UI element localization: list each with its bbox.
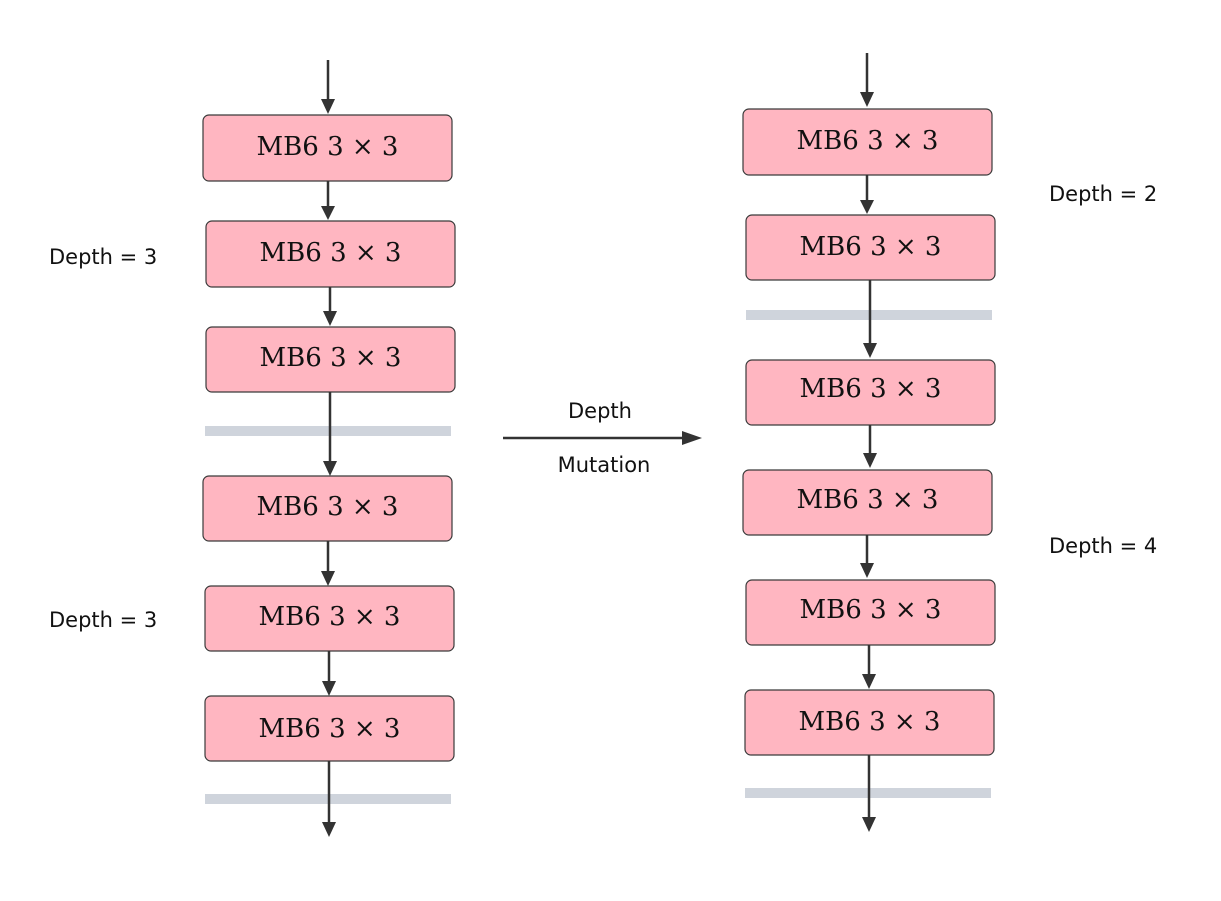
left-arrow-4	[321, 541, 335, 586]
left-column: MB6 3 × 3 MB6 3 × 3 MB6 3 × 3	[49, 60, 456, 837]
right-depth-label-2: Depth = 4	[1049, 534, 1157, 558]
left-depth-label-1: Depth = 3	[49, 245, 157, 269]
right-block-2: MB6 3 × 3	[745, 214, 996, 281]
right-output-arrow	[862, 755, 876, 832]
right-block-2-label: MB6 3 × 3	[800, 232, 942, 262]
left-output-arrow	[322, 761, 336, 837]
right-arrow-3	[863, 425, 877, 468]
left-block-6: MB6 3 × 3	[204, 695, 455, 762]
right-block-1: MB6 3 × 3	[742, 108, 993, 176]
right-arrow-1	[860, 175, 874, 214]
right-block-3-label: MB6 3 × 3	[800, 374, 942, 404]
left-block-1-label: MB6 3 × 3	[257, 132, 399, 162]
left-stage-separator-1	[205, 426, 451, 436]
left-block-1: MB6 3 × 3	[202, 114, 453, 182]
left-block-3-label: MB6 3 × 3	[260, 343, 402, 373]
right-block-3: MB6 3 × 3	[745, 359, 996, 426]
right-arrow-2	[863, 280, 877, 358]
right-arrow-4	[860, 535, 874, 578]
left-arrow-1	[321, 181, 335, 220]
left-block-4: MB6 3 × 3	[202, 475, 453, 542]
right-block-6: MB6 3 × 3	[744, 689, 995, 756]
left-block-4-label: MB6 3 × 3	[257, 492, 399, 522]
left-block-3: MB6 3 × 3	[205, 326, 456, 393]
right-block-4-label: MB6 3 × 3	[797, 485, 939, 515]
right-input-arrow	[860, 53, 874, 107]
left-block-6-label: MB6 3 × 3	[259, 714, 401, 744]
mutation-label-line-2: Mutation	[558, 453, 651, 477]
right-block-5: MB6 3 × 3	[745, 579, 996, 646]
right-block-6-label: MB6 3 × 3	[799, 707, 941, 737]
left-arrow-5	[322, 651, 336, 696]
right-block-1-label: MB6 3 × 3	[797, 126, 939, 156]
mutation-arrow: Depth Mutation	[503, 399, 702, 477]
right-column: MB6 3 × 3 MB6 3 × 3 MB6 3 × 3	[742, 53, 1157, 832]
left-arrow-3	[323, 392, 337, 476]
right-depth-label-1: Depth = 2	[1049, 182, 1157, 206]
right-arrow-5	[862, 645, 876, 689]
left-block-2-label: MB6 3 × 3	[260, 238, 402, 268]
left-block-2: MB6 3 × 3	[205, 220, 456, 288]
right-block-4: MB6 3 × 3	[742, 469, 993, 536]
right-block-5-label: MB6 3 × 3	[800, 595, 942, 625]
left-arrow-2	[323, 287, 337, 326]
left-block-5: MB6 3 × 3	[204, 585, 455, 652]
left-depth-label-2: Depth = 3	[49, 608, 157, 632]
left-input-arrow	[321, 60, 335, 114]
left-block-5-label: MB6 3 × 3	[259, 602, 401, 632]
mutation-label-line-1: Depth	[568, 399, 632, 423]
